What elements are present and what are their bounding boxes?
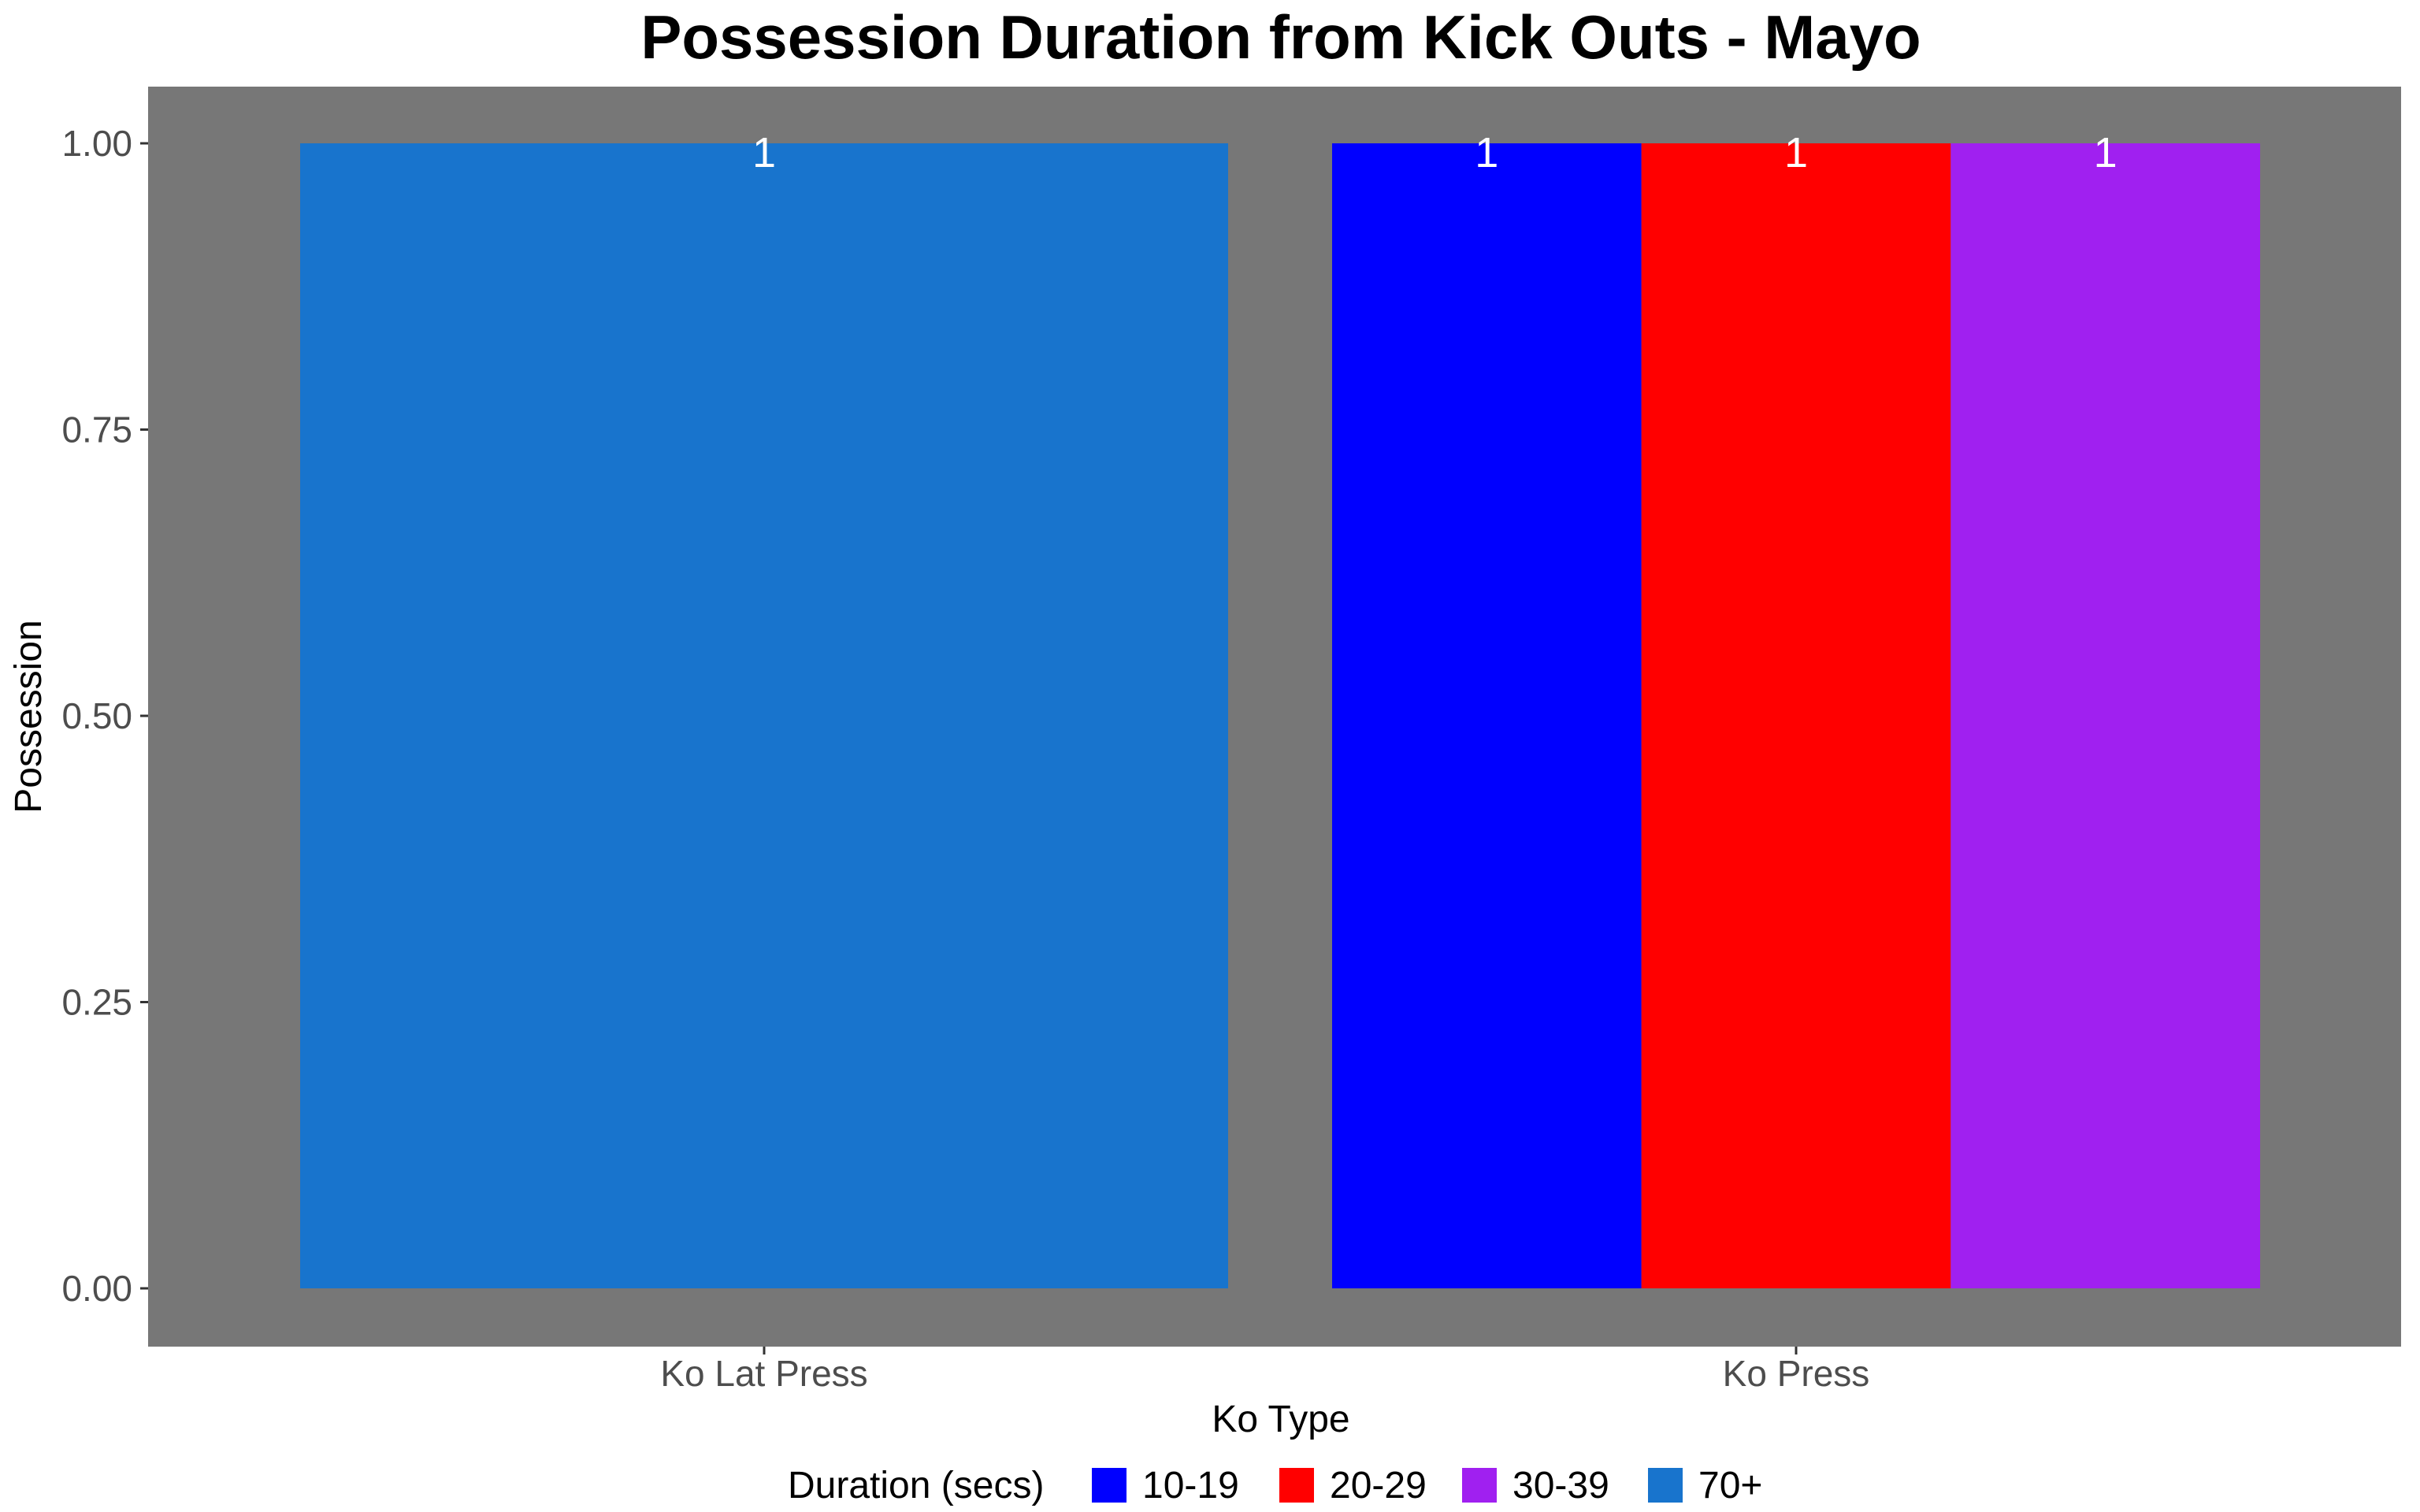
y-tick-label: 0.25: [61, 982, 132, 1023]
y-tick-label: 0.50: [61, 695, 132, 736]
x-axis-title: Ko Type: [1212, 1399, 1349, 1440]
bar-value-label: 1: [1475, 129, 1498, 176]
legend-label: 30-39: [1512, 1465, 1609, 1506]
y-tick-label: 1.00: [61, 123, 132, 164]
legend: Duration (secs) 10-19 20-29 30-39 70+: [788, 1465, 1762, 1506]
bar-value-label: 1: [752, 129, 776, 176]
chart-title: Possession Duration from Kick Outs - May…: [640, 2, 1921, 72]
bar-labels-layer: 1 1 1 1: [752, 129, 2118, 176]
bar-value-label: 1: [1784, 129, 1808, 176]
y-axis-title: Possession: [8, 620, 50, 813]
legend-title: Duration (secs): [788, 1465, 1044, 1506]
x-tick-label: Ko Lat Press: [660, 1353, 867, 1394]
legend-key-20-29: [1279, 1468, 1314, 1503]
bar-ko-press-30-39: [1950, 143, 2260, 1288]
legend-label: 70+: [1698, 1465, 1762, 1506]
y-tick-label: 0.00: [61, 1268, 132, 1309]
bars-layer: [300, 143, 2260, 1288]
legend-key-70plus: [1648, 1468, 1683, 1503]
legend-key-10-19: [1092, 1468, 1126, 1503]
x-tick-label: Ko Press: [1723, 1353, 1870, 1394]
legend-label: 20-29: [1330, 1465, 1427, 1506]
bar-ko-press-10-19: [1332, 143, 1642, 1288]
y-axis: 0.00 0.25 0.50 0.75 1.00: [61, 123, 148, 1309]
bar-ko-lat-press-70plus: [300, 143, 1228, 1288]
y-tick-label: 0.75: [61, 410, 132, 450]
bar-value-label: 1: [2094, 129, 2118, 176]
legend-label: 10-19: [1142, 1465, 1239, 1506]
legend-key-30-39: [1462, 1468, 1497, 1503]
bar-ko-press-20-29: [1641, 143, 1951, 1288]
x-axis: Ko Lat Press Ko Press: [660, 1347, 1869, 1394]
